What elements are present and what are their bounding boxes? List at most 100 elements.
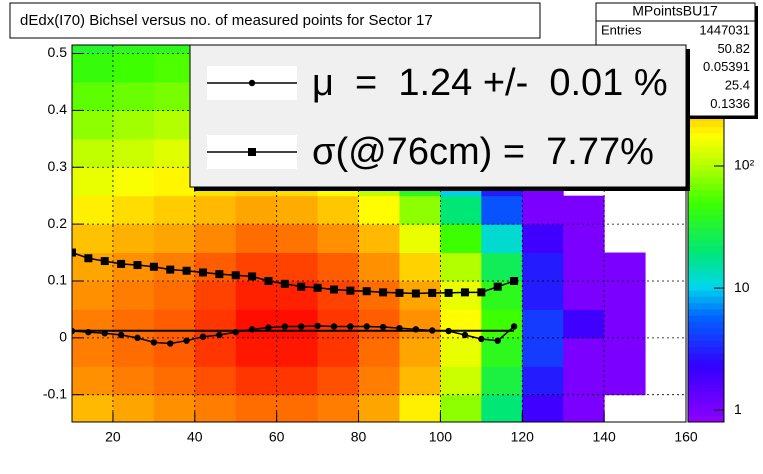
palette-band bbox=[688, 271, 724, 278]
marker-square bbox=[444, 288, 453, 297]
palette-band bbox=[688, 283, 724, 291]
marker-square bbox=[198, 268, 207, 277]
y-tick-label: 0.2 bbox=[48, 215, 68, 231]
palette-band bbox=[688, 296, 724, 304]
heatmap-cell bbox=[235, 224, 278, 254]
palette-band bbox=[688, 409, 724, 417]
heatmap-cell bbox=[481, 309, 523, 339]
palette-band bbox=[688, 158, 724, 165]
heatmap-cell bbox=[153, 195, 196, 225]
heatmap-cell bbox=[235, 280, 278, 310]
palette-band bbox=[688, 258, 724, 266]
marker-square bbox=[493, 282, 502, 291]
palette-band bbox=[688, 359, 724, 366]
marker-square bbox=[379, 288, 388, 297]
heatmap-cell bbox=[317, 195, 360, 225]
heatmap-cell bbox=[112, 167, 155, 197]
heatmap-cell bbox=[276, 337, 319, 367]
legend-label: μ = 1.24 +/- 0.01 % bbox=[312, 62, 668, 104]
palette-band bbox=[688, 396, 724, 404]
z-tick-label: 10² bbox=[734, 157, 755, 173]
heatmap-cell bbox=[399, 366, 441, 396]
heatmap-cell bbox=[72, 337, 114, 367]
marker-circle bbox=[445, 327, 452, 335]
palette-band bbox=[688, 252, 724, 260]
heatmap-cell bbox=[358, 252, 400, 282]
stats-value: 50.82 bbox=[717, 41, 750, 56]
heatmap-cell bbox=[399, 309, 441, 339]
palette-band bbox=[688, 145, 724, 153]
marker-circle bbox=[396, 324, 403, 332]
marker-square bbox=[477, 288, 486, 297]
palette-band bbox=[688, 340, 724, 348]
palette-band bbox=[688, 365, 724, 373]
heatmap-cell bbox=[235, 309, 278, 339]
marker-circle bbox=[248, 79, 256, 87]
heatmap-cell bbox=[563, 195, 605, 225]
heatmap-cell bbox=[153, 167, 196, 197]
heatmap-cell bbox=[112, 110, 155, 140]
z-tick-label: 10 bbox=[734, 279, 750, 295]
marker-circle bbox=[72, 327, 76, 335]
heatmap-cell bbox=[522, 252, 564, 282]
heatmap-cell bbox=[399, 394, 441, 422]
marker-square bbox=[346, 286, 355, 295]
palette-band bbox=[688, 120, 724, 128]
palette-band bbox=[688, 346, 724, 354]
heatmap-cell bbox=[112, 45, 155, 55]
palette-band bbox=[688, 290, 724, 297]
heatmap-cell bbox=[112, 195, 155, 225]
marker-circle bbox=[412, 326, 420, 333]
heatmap-cell bbox=[522, 224, 564, 254]
heatmap-cell bbox=[481, 224, 523, 254]
heatmap-cell bbox=[276, 366, 319, 396]
heatmap-cell bbox=[440, 195, 482, 225]
heatmap-cell bbox=[317, 252, 360, 282]
heatmap-cell bbox=[153, 366, 196, 396]
heatmap-cell bbox=[72, 252, 114, 282]
heatmap-cell bbox=[112, 53, 155, 83]
y-tick-label: 0.1 bbox=[48, 272, 68, 288]
marker-circle bbox=[134, 334, 141, 342]
heatmap-cell bbox=[153, 394, 196, 422]
marker-square bbox=[510, 276, 519, 285]
heatmap-cell bbox=[194, 337, 237, 367]
heatmap-cell bbox=[604, 280, 646, 310]
axes: 20 40 60 80 100 120 140 160 -0.1 0 0.1 0.2 0.3 0.4 0.5 bbox=[43, 44, 698, 444]
heatmap-cell bbox=[522, 366, 564, 396]
y-tick-label: 0.3 bbox=[48, 158, 68, 174]
palette-band bbox=[688, 334, 724, 341]
marker-square bbox=[117, 259, 126, 268]
heatmap-cell bbox=[563, 394, 605, 422]
marker-circle bbox=[101, 330, 108, 337]
heatmap-cell bbox=[153, 138, 196, 168]
stats-value: 0.1336 bbox=[710, 96, 750, 111]
marker-square bbox=[460, 288, 469, 297]
heatmap-cell bbox=[194, 394, 237, 422]
x-tick-label: 160 bbox=[674, 429, 698, 445]
heatmap-cell bbox=[563, 224, 605, 254]
palette-band bbox=[688, 202, 724, 209]
heatmap-cell bbox=[440, 252, 482, 282]
palette-band bbox=[688, 139, 724, 147]
heatmap-cell bbox=[112, 138, 155, 168]
title-box bbox=[9, 2, 541, 39]
heatmap-cell bbox=[72, 167, 114, 197]
heatmap-cell bbox=[153, 280, 196, 310]
palette-band bbox=[688, 321, 724, 329]
heatmap-cell bbox=[194, 280, 237, 310]
heatmap-cell bbox=[194, 195, 237, 225]
palette-band bbox=[688, 195, 724, 203]
heatmap-cell bbox=[194, 366, 237, 396]
marker-square bbox=[248, 272, 257, 281]
marker-square bbox=[313, 283, 322, 292]
heatmap-cell bbox=[522, 280, 564, 310]
marker-circle bbox=[494, 337, 501, 344]
heatmap-cell bbox=[358, 337, 400, 367]
palette-band bbox=[688, 176, 724, 184]
heatmap-cell bbox=[112, 337, 155, 367]
heatmap-cell bbox=[72, 45, 114, 55]
heatmap-cell bbox=[153, 309, 196, 339]
marker-circle bbox=[117, 331, 125, 339]
marker-square bbox=[248, 148, 256, 156]
